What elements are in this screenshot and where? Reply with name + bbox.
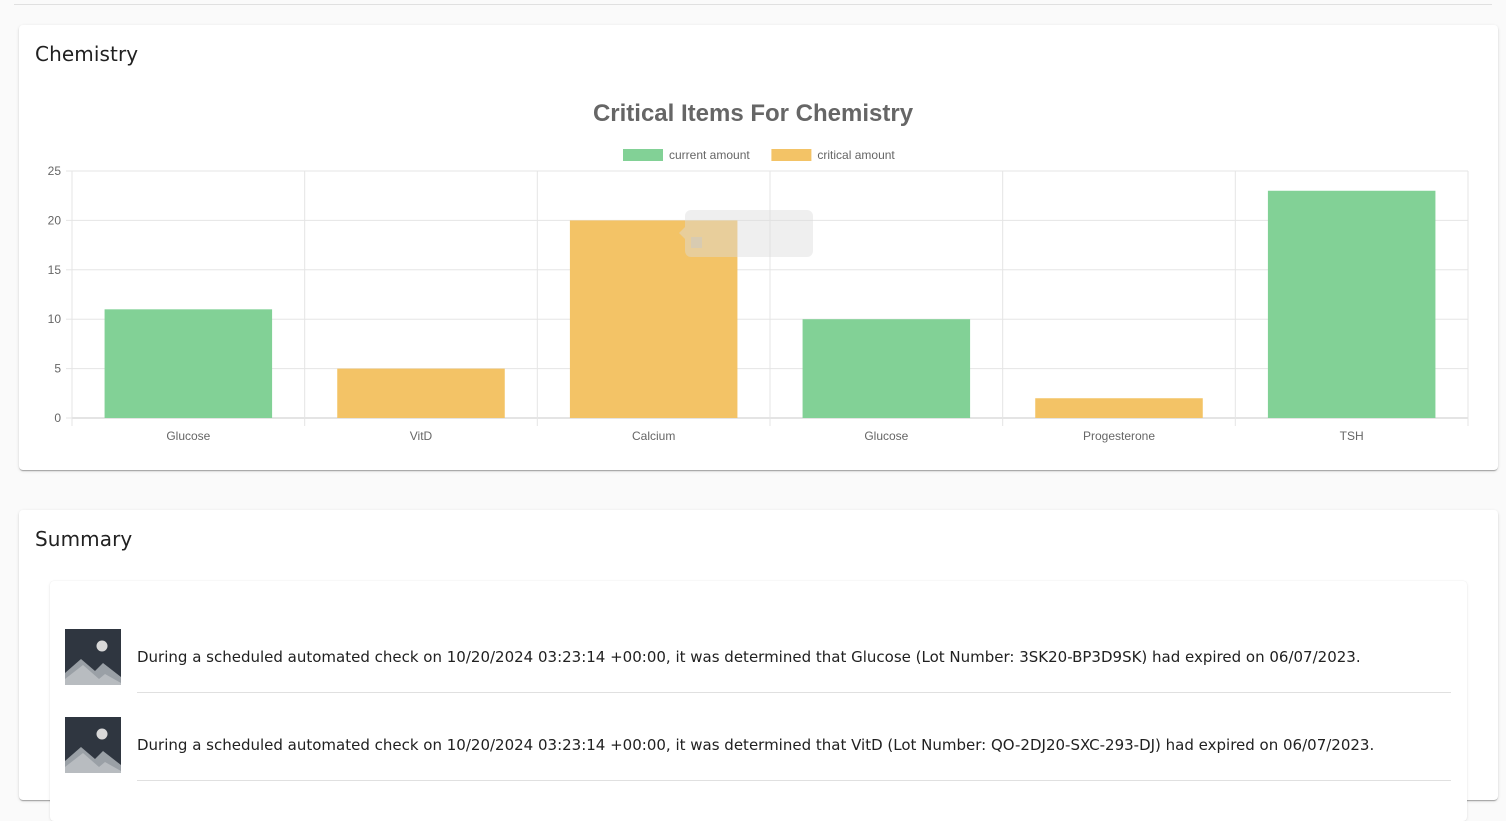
bar-2[interactable]: [337, 368, 505, 418]
x-tick-label: Glucose: [166, 429, 210, 443]
x-tick-label: VitD: [410, 429, 433, 443]
list-item[interactable]: During a scheduled automated check on 10…: [65, 717, 1451, 805]
y-tick-label: 5: [54, 362, 61, 376]
image-placeholder-icon: [65, 717, 121, 773]
bar-4[interactable]: [802, 319, 971, 418]
legend-swatch: [623, 149, 663, 161]
chemistry-card-title: Chemistry: [35, 42, 139, 66]
x-tick-label: Calcium: [632, 429, 675, 443]
x-tick-label: Progesterone: [1083, 429, 1155, 443]
summary-list: During a scheduled automated check on 10…: [50, 581, 1467, 821]
chart-tooltip: [679, 210, 813, 257]
summary-card: Summary During a scheduled automated che…: [19, 510, 1498, 821]
bar-1[interactable]: [104, 309, 273, 418]
image-placeholder-icon: [65, 629, 121, 685]
summary-entry-text: During a scheduled automated check on 10…: [137, 648, 1361, 666]
summary-entry-text: During a scheduled automated check on 10…: [137, 736, 1375, 754]
x-tick-label: TSH: [1340, 429, 1364, 443]
bar-3[interactable]: [569, 220, 738, 418]
divider: [137, 692, 1451, 693]
x-tick-label: Glucose: [864, 429, 908, 443]
legend-label: current amount: [669, 148, 750, 162]
top-divider: [14, 4, 1492, 5]
legend-label: critical amount: [817, 148, 895, 162]
y-tick-label: 20: [48, 213, 62, 227]
summary-card-title: Summary: [35, 527, 133, 551]
chemistry-card: Chemistry Critical Items For Chemistry cu…: [19, 25, 1498, 470]
y-tick-label: 0: [54, 411, 61, 425]
bar-5[interactable]: [1035, 398, 1203, 418]
y-tick-label: 15: [48, 263, 62, 277]
y-tick-label: 10: [48, 312, 62, 326]
legend-swatch: [771, 149, 812, 161]
chart-title: Critical Items For Chemistry: [593, 100, 914, 127]
list-item[interactable]: During a scheduled automated check on 10…: [65, 629, 1451, 717]
critical-items-chart[interactable]: Critical Items For Chemistry current amou…: [19, 25, 1498, 470]
bar-6[interactable]: [1267, 190, 1436, 418]
y-tick-label: 25: [48, 164, 62, 178]
